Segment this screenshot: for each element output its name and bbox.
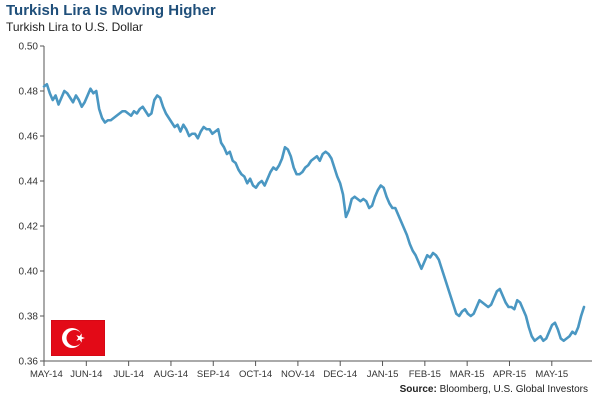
y-tick-label: 0.40 <box>19 267 39 278</box>
chart-subtitle: Turkish Lira to U.S. Dollar <box>6 20 143 34</box>
turkish-flag-icon <box>50 319 106 357</box>
x-tick-label: NOV-14 <box>281 369 315 380</box>
x-tick-label: OCT-14 <box>239 369 272 380</box>
y-tick-label: 0.50 <box>19 42 39 53</box>
x-tick-label: SEP-14 <box>197 369 230 380</box>
x-tick-label: JUN-14 <box>70 369 102 380</box>
source-note: Source: Bloomberg, U.S. Global Investors <box>400 384 588 395</box>
x-tick-label: FEB-15 <box>409 369 441 380</box>
y-tick-label: 0.36 <box>19 357 39 368</box>
x-axis-ticks: MAY-14 JUN-14 JUL-14 AUG-14 SEP-14 OCT-14 NOV-… <box>30 361 568 380</box>
y-tick-label: 0.38 <box>19 312 39 323</box>
y-tick-label: 0.42 <box>19 222 39 233</box>
x-tick-label: JUL-14 <box>113 369 144 380</box>
y-axis-ticks: 0.36 0.38 0.40 0.42 0.44 0.46 0.48 0.50 <box>19 42 44 368</box>
x-tick-label: DEC-14 <box>323 369 357 380</box>
chart-title: Turkish Lira Is Moving Higher <box>6 2 216 19</box>
y-tick-label: 0.46 <box>19 132 39 143</box>
source-text: Bloomberg, U.S. Global Investors <box>439 384 588 395</box>
y-tick-label: 0.48 <box>19 87 39 98</box>
x-tick-label: MAY-15 <box>535 369 568 380</box>
series-line <box>42 82 586 343</box>
x-tick-label: MAY-14 <box>30 369 63 380</box>
series-layer <box>42 82 586 343</box>
x-tick-label: AUG-14 <box>154 369 188 380</box>
axis-layer <box>43 46 592 362</box>
x-tick-label: JAN-15 <box>367 369 399 380</box>
x-tick-label: APR-15 <box>493 369 526 380</box>
x-tick-label: MAR-15 <box>450 369 485 380</box>
y-tick-label: 0.44 <box>19 177 39 188</box>
source-label: Source: <box>399 384 437 395</box>
